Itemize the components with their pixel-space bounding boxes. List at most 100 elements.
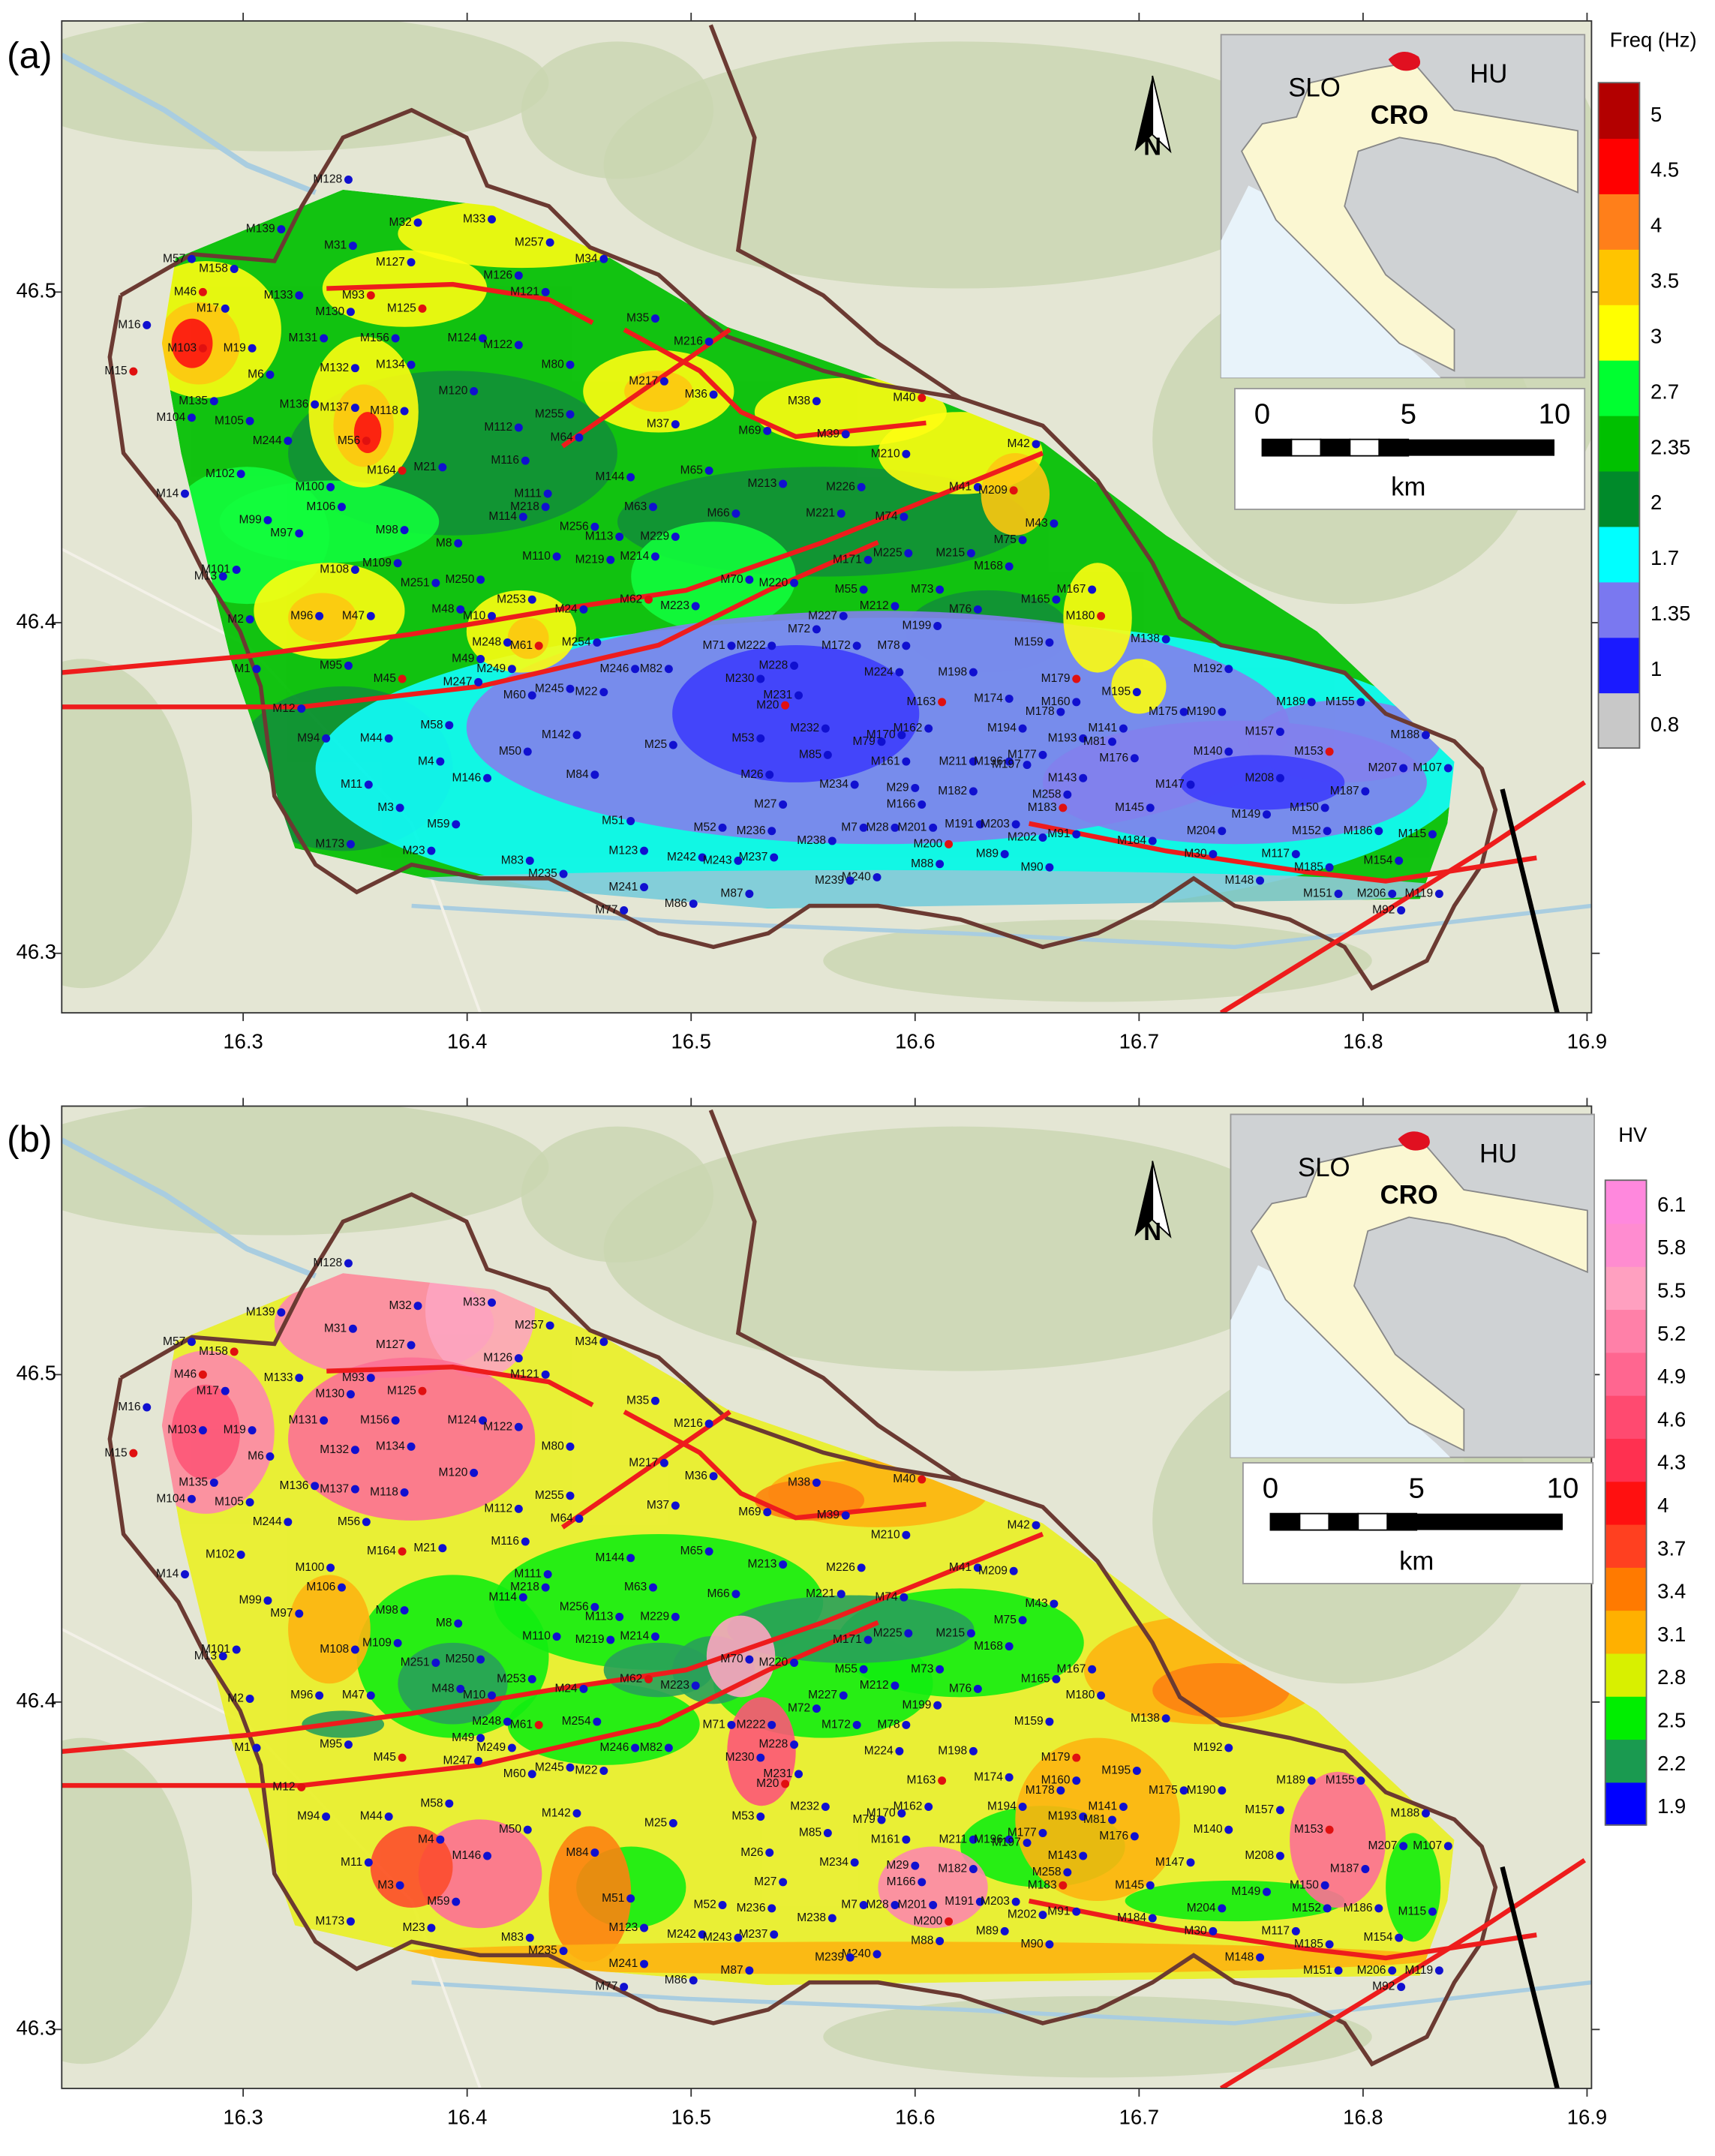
station-label: M158	[199, 1345, 228, 1358]
station-label: M3	[377, 801, 394, 814]
station-point	[322, 1812, 331, 1821]
station-label: M138	[1131, 632, 1160, 645]
station-point	[852, 1720, 861, 1729]
station-point	[891, 1900, 900, 1909]
station-label: M79	[853, 1813, 876, 1826]
station-label: M39	[817, 428, 839, 440]
station-label: M76	[949, 603, 972, 616]
station-label: M154	[1364, 1931, 1393, 1944]
station-point	[1132, 688, 1141, 697]
station-point	[545, 238, 554, 247]
station-label: M57	[163, 1335, 185, 1348]
x-tick-label: 16.8	[1343, 1030, 1383, 1053]
station-label: M55	[835, 583, 858, 596]
station-point	[413, 1302, 422, 1311]
station-label: M133	[264, 1371, 293, 1384]
station-point	[527, 595, 536, 604]
station-label: M75	[994, 533, 1017, 546]
station-label: M165	[1021, 1672, 1050, 1685]
station-point	[615, 1612, 624, 1621]
station-label: M31	[324, 1322, 347, 1335]
station-point	[366, 1691, 375, 1700]
station-point	[1005, 757, 1014, 766]
station-point	[326, 482, 335, 491]
colorbar-segment	[1605, 1695, 1647, 1740]
station-point	[975, 1897, 984, 1906]
station-point	[827, 1914, 836, 1923]
station-label: M242	[667, 851, 696, 863]
station-label: M15	[104, 365, 127, 377]
station-point	[779, 1560, 788, 1569]
station-point	[812, 625, 821, 634]
station-point	[1059, 1881, 1068, 1890]
station-point	[779, 1878, 788, 1887]
x-tick-label: 16.4	[447, 1030, 487, 1053]
station-point	[452, 1897, 461, 1906]
fault	[326, 281, 594, 326]
station-label: M217	[629, 374, 658, 387]
station-label: M253	[497, 593, 526, 605]
station-point	[827, 836, 836, 845]
station-point	[767, 1904, 776, 1913]
station-label: M207	[1368, 1839, 1398, 1852]
station-point	[929, 1900, 938, 1909]
station-label: M231	[763, 1767, 792, 1780]
station-point	[407, 1341, 416, 1350]
station-label: M140	[1194, 745, 1223, 758]
station-label: M197	[992, 758, 1021, 771]
station-label: M26	[740, 1846, 763, 1859]
station-label: M34	[575, 1335, 598, 1348]
station-point	[1045, 638, 1054, 647]
station-label: M164	[367, 464, 396, 476]
station-point	[507, 1743, 516, 1752]
contour-blob	[631, 521, 796, 632]
station-label: M59	[427, 818, 449, 830]
station-label: M72	[788, 623, 810, 635]
station-label: M251	[401, 576, 430, 589]
station-point	[911, 1861, 920, 1870]
station-label: M69	[738, 1506, 761, 1518]
station-point	[315, 1691, 324, 1700]
station-point	[129, 367, 138, 376]
station-point	[311, 400, 320, 409]
station-label: M206	[1357, 1964, 1386, 1977]
station-point	[252, 1743, 261, 1752]
station-label: M7	[841, 1899, 858, 1911]
fault	[62, 1620, 879, 1788]
station-label: M188	[1390, 1806, 1419, 1819]
station-point	[1072, 1753, 1081, 1762]
station-point	[850, 780, 859, 789]
station-label: M15	[104, 1446, 127, 1459]
station-label: M26	[740, 768, 763, 781]
station-point	[902, 1835, 911, 1844]
station-label: M187	[1330, 785, 1359, 797]
station-point	[362, 1518, 371, 1527]
station-point	[1063, 790, 1072, 799]
station-point	[1045, 1940, 1054, 1949]
station-label: M236	[737, 1902, 766, 1914]
station-label: M122	[483, 338, 512, 351]
colorbar-segment	[1598, 637, 1640, 694]
station-point	[812, 397, 821, 406]
station-label: M30	[1184, 848, 1207, 860]
station-point	[476, 575, 485, 584]
station-point	[1032, 440, 1041, 449]
station-point	[1079, 1812, 1088, 1821]
station-point	[1119, 1803, 1128, 1812]
station-label: M170	[867, 1806, 896, 1819]
colorbar-tick-label: 5.5	[1657, 1278, 1686, 1302]
station-point	[1097, 611, 1106, 620]
colorbar-tick-label: 2.7	[1650, 380, 1679, 403]
station-label: M49	[452, 653, 474, 665]
station-point	[503, 1717, 512, 1726]
station-point	[945, 839, 954, 848]
colorbar-tick-label: 5	[1650, 103, 1662, 126]
station-point	[525, 1933, 534, 1942]
station-point	[1018, 1616, 1027, 1625]
station-label: M196	[974, 1833, 1003, 1845]
station-point	[590, 770, 599, 779]
station-label: M183	[1028, 801, 1057, 814]
station-label: M202	[1008, 1908, 1037, 1921]
station-point	[1146, 1881, 1155, 1890]
station-label: M214	[620, 1630, 649, 1643]
